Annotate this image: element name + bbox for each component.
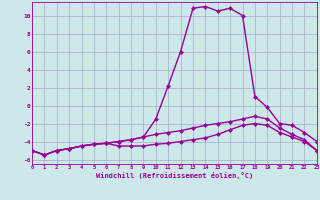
X-axis label: Windchill (Refroidissement éolien,°C): Windchill (Refroidissement éolien,°C) bbox=[96, 172, 253, 179]
